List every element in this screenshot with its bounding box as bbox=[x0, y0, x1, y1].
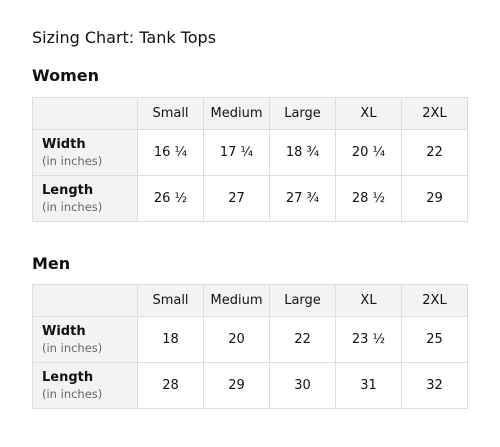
table-row: Length (in inches) 28 29 30 31 32 bbox=[32, 362, 468, 409]
table-cell: 32 bbox=[401, 362, 468, 409]
table-row: Length (in inches) 26 ½ 27 27 ¾ 28 ½ 29 bbox=[32, 175, 468, 222]
row-unit: (in inches) bbox=[42, 153, 103, 168]
table-row: Width (in inches) 18 20 22 23 ½ 25 bbox=[32, 316, 468, 363]
size-header-large: Large bbox=[269, 97, 336, 130]
women-size-table: Small Medium Large XL 2XL Width (in inch… bbox=[32, 97, 468, 222]
size-header-xl: XL bbox=[335, 97, 402, 130]
row-header-length: Length (in inches) bbox=[32, 362, 138, 409]
header-corner-cell bbox=[32, 284, 138, 317]
table-cell: 27 bbox=[203, 175, 270, 222]
table-cell: 22 bbox=[269, 316, 336, 363]
row-label: Width bbox=[42, 323, 86, 339]
table-cell: 16 ¼ bbox=[137, 129, 204, 176]
size-header-large: Large bbox=[269, 284, 336, 317]
header-corner-cell bbox=[32, 97, 138, 130]
row-unit: (in inches) bbox=[42, 340, 103, 355]
row-unit: (in inches) bbox=[42, 386, 103, 401]
table-cell: 29 bbox=[203, 362, 270, 409]
row-header-width: Width (in inches) bbox=[32, 316, 138, 363]
row-label: Width bbox=[42, 136, 86, 152]
table-row: Width (in inches) 16 ¼ 17 ¼ 18 ¾ 20 ¼ 22 bbox=[32, 129, 468, 176]
size-header-xl: XL bbox=[335, 284, 402, 317]
table-cell: 20 ¼ bbox=[335, 129, 402, 176]
size-header-medium: Medium bbox=[203, 97, 270, 130]
men-size-table: Small Medium Large XL 2XL Width (in inch… bbox=[32, 284, 468, 409]
row-label: Length bbox=[42, 369, 94, 385]
table-cell: 18 bbox=[137, 316, 204, 363]
table-cell: 27 ¾ bbox=[269, 175, 336, 222]
size-header-medium: Medium bbox=[203, 284, 270, 317]
table-cell: 22 bbox=[401, 129, 468, 176]
size-header-2xl: 2XL bbox=[401, 97, 468, 130]
row-unit: (in inches) bbox=[42, 199, 103, 214]
row-label: Length bbox=[42, 182, 94, 198]
page-title: Sizing Chart: Tank Tops bbox=[32, 28, 217, 47]
row-header-length: Length (in inches) bbox=[32, 175, 138, 222]
table-cell: 20 bbox=[203, 316, 270, 363]
section-title-men: Men bbox=[32, 254, 71, 273]
table-cell: 29 bbox=[401, 175, 468, 222]
size-header-small: Small bbox=[137, 97, 204, 130]
size-header-2xl: 2XL bbox=[401, 284, 468, 317]
size-header-small: Small bbox=[137, 284, 204, 317]
table-header-row: Small Medium Large XL 2XL bbox=[32, 97, 468, 130]
table-cell: 26 ½ bbox=[137, 175, 204, 222]
row-header-width: Width (in inches) bbox=[32, 129, 138, 176]
table-cell: 25 bbox=[401, 316, 468, 363]
table-cell: 23 ½ bbox=[335, 316, 402, 363]
table-cell: 28 bbox=[137, 362, 204, 409]
table-cell: 18 ¾ bbox=[269, 129, 336, 176]
table-cell: 28 ½ bbox=[335, 175, 402, 222]
table-cell: 30 bbox=[269, 362, 336, 409]
section-title-women: Women bbox=[32, 66, 99, 85]
table-cell: 31 bbox=[335, 362, 402, 409]
table-header-row: Small Medium Large XL 2XL bbox=[32, 284, 468, 317]
table-cell: 17 ¼ bbox=[203, 129, 270, 176]
